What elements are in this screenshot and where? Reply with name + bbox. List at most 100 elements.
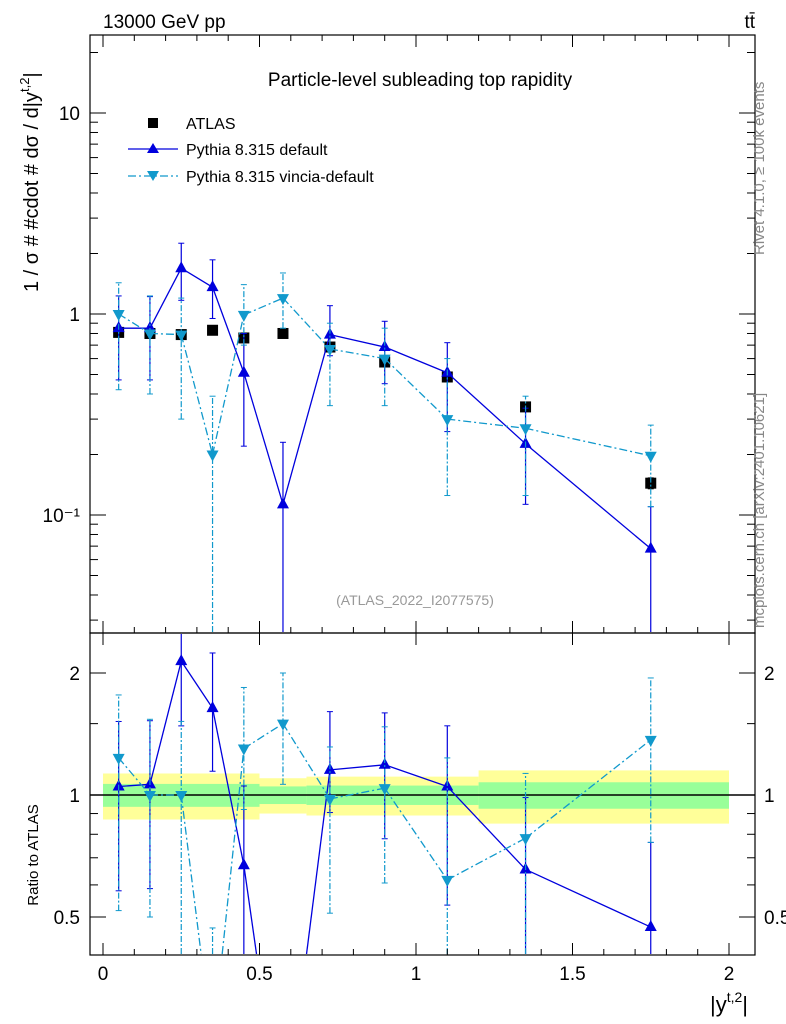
ratio-vincia-line-segment — [243, 723, 284, 750]
x-axis-label-end: | — [742, 992, 748, 1017]
main-vincia-line-segment — [118, 313, 151, 335]
ratio-default-line-segment — [118, 783, 150, 788]
legend-marker-default — [147, 143, 159, 153]
side-label-bottom: mcplots.cern.ch [arXiv:2401.10621] — [751, 393, 768, 628]
main-default-point — [237, 365, 250, 377]
x-axis-label-sup: t,2 — [727, 989, 743, 1005]
y-axis-label-main: 1 / σ # #cdot # dσ / d|y — [21, 92, 43, 292]
x-tick-label: 0.5 — [246, 964, 272, 985]
x-tick-label: 2 — [724, 964, 735, 985]
main-vincia-line-segment — [525, 427, 651, 457]
ratio-default-point — [175, 654, 188, 666]
ratio-vincia-point — [175, 791, 188, 802]
x-tick-label: 1 — [411, 964, 422, 985]
legend-label-vincia: Pythia 8.315 vincia-default — [186, 169, 374, 186]
ratio-default-line-segment — [305, 769, 331, 955]
ratio-y-axis-label: Ratio to ATLAS — [25, 804, 42, 905]
y-axis-label-end: | — [21, 72, 43, 77]
ratio-vincia-point — [276, 719, 289, 731]
ratio-tick-label-left: 2 — [69, 664, 80, 685]
ratio-tick-label-left: 0.5 — [54, 908, 80, 929]
legend: ATLAS Pythia 8.315 default Pythia 8.315 … — [128, 116, 374, 186]
ratio-vincia-line-segment — [180, 794, 202, 955]
main-atlas-point — [207, 324, 219, 336]
main-atlas-point — [277, 327, 289, 339]
ratio-default-line-segment — [446, 786, 527, 870]
y-axis-label: 1 / σ # #cdot # dσ / d|yt,2| — [17, 72, 43, 292]
header-left: 13000 GeV pp — [103, 12, 226, 33]
main-default-line-segment — [243, 372, 284, 505]
main-vincia-point — [519, 424, 532, 436]
main-vincia-point — [175, 330, 188, 342]
ratio-vincia-point — [644, 735, 657, 747]
main-default-line-segment — [211, 286, 245, 374]
ratio-vincia-line-segment — [446, 837, 526, 881]
legend-marker-atlas — [148, 118, 158, 128]
analysis-label: (ATLAS_2022_I2077575) — [336, 592, 494, 608]
data-marks — [112, 242, 657, 955]
x-tick-label: 1.5 — [559, 964, 585, 985]
main-vincia-point — [323, 344, 336, 356]
ratio-default-point — [378, 757, 391, 769]
main-vincia-point — [644, 451, 657, 463]
ratio-default-point — [237, 858, 250, 870]
axis-ticks: 0 0.5 1 1.5 2 10 1 10⁻¹ 2 2 1 1 0.5 0.5 — [43, 35, 786, 985]
ratio-vincia-line-segment — [221, 748, 245, 955]
side-label-top: Rivet 4.1.0, ≥ 100k events — [751, 82, 768, 255]
y-tick-label: 1 — [69, 305, 80, 326]
ratio-vincia-point — [112, 753, 125, 765]
y-tick-label: 10⁻¹ — [43, 506, 81, 527]
ratio-panel-marks — [112, 634, 657, 955]
ratio-vincia-point — [237, 744, 250, 756]
main-default-point — [143, 321, 156, 333]
main-default-point — [206, 280, 219, 292]
main-vincia-line-segment — [211, 314, 245, 455]
ratio-tick-label-right: 2 — [764, 664, 775, 685]
main-default-line-segment — [446, 372, 526, 445]
main-vincia-line-segment — [180, 334, 214, 455]
ratio-vincia-line-segment — [384, 787, 448, 881]
ratio-vincia-line-segment — [525, 739, 652, 839]
ratio-default-line-segment — [525, 868, 652, 928]
main-vincia-line-segment — [384, 358, 448, 420]
x-axis-label: |yt,2| — [710, 989, 748, 1017]
main-vincia-line-segment — [447, 418, 526, 429]
main-vincia-line-segment — [149, 332, 182, 336]
main-default-line-segment — [149, 267, 182, 329]
main-vincia-point — [237, 310, 250, 322]
main-vincia-point — [112, 310, 125, 321]
ratio-tick-label-left: 1 — [69, 786, 80, 807]
main-default-point — [276, 497, 289, 509]
legend-label-default: Pythia 8.315 default — [186, 142, 328, 159]
main-default-line-segment — [384, 346, 448, 374]
y-axis-label-sup: t,2 — [17, 78, 32, 92]
ratio-vincia-point — [323, 794, 336, 806]
ratio-vincia-point — [441, 875, 454, 887]
main-vincia-point — [206, 450, 219, 462]
main-vincia-point — [276, 294, 289, 306]
main-default-line-segment — [329, 333, 385, 348]
main-default-point — [175, 261, 188, 273]
main-atlas-point — [645, 477, 657, 489]
ratio-default-point — [644, 920, 657, 932]
legend-label-atlas: ATLAS — [186, 116, 236, 133]
main-vincia-point — [378, 354, 391, 366]
main-vincia-line-segment — [243, 297, 284, 316]
ratio-frame — [89, 632, 756, 956]
ratio-default-line-segment — [243, 865, 258, 955]
main-vincia-point — [143, 329, 156, 341]
ratio-default-line-segment — [211, 707, 245, 866]
main-panel-marks — [112, 242, 657, 632]
chart-title: Particle-level subleading top rapidity — [268, 70, 573, 91]
legend-marker-vincia — [147, 171, 159, 181]
x-axis-label-main: |y — [710, 992, 727, 1017]
header-right: tt̄ — [744, 12, 755, 33]
ratio-tick-label-right: 1 — [764, 786, 775, 807]
ratio-vincia-point — [519, 834, 532, 846]
main-vincia-line-segment — [329, 348, 385, 360]
x-tick-label: 0 — [98, 964, 109, 985]
ratio-default-point — [206, 701, 219, 713]
ratio-default-line-segment — [180, 660, 214, 709]
ratio-default-line-segment — [329, 764, 385, 771]
